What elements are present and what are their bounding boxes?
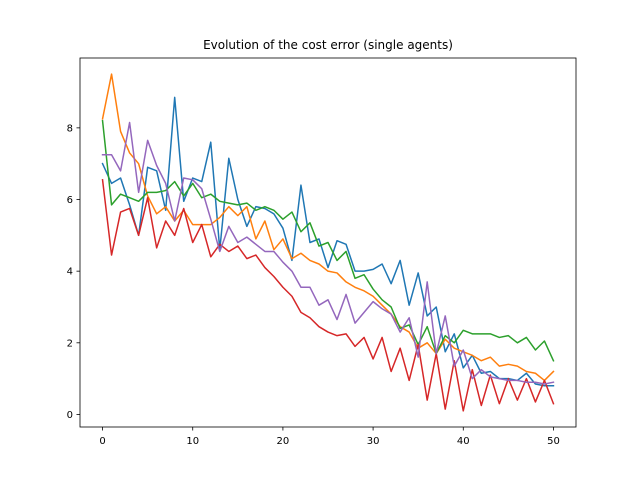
x-tick-label: 0 — [99, 436, 105, 447]
series-line-3 — [101, 119, 555, 362]
x-tick-label: 50 — [547, 436, 560, 447]
plot-area: 0 10 20 30 40 50 0 2 4 6 8 — [67, 57, 577, 447]
x-tick-label: 30 — [367, 436, 380, 447]
y-tick-label: 2 — [67, 338, 73, 349]
axes-frame — [79, 57, 577, 428]
y-tick-label: 6 — [67, 195, 73, 206]
chart-title: Evolution of the cost error (single agen… — [203, 38, 453, 52]
x-tick-label: 40 — [457, 436, 470, 447]
y-tick-label: 0 — [67, 410, 73, 421]
series-line-4 — [101, 178, 555, 412]
x-tick-label: 10 — [186, 436, 199, 447]
series-line-1 — [101, 96, 555, 387]
y-tick-label: 4 — [67, 267, 73, 278]
series-line-5 — [101, 121, 555, 385]
x-tick-label: 20 — [277, 436, 290, 447]
y-tick-label: 8 — [67, 123, 73, 134]
series-line-2 — [101, 73, 555, 382]
